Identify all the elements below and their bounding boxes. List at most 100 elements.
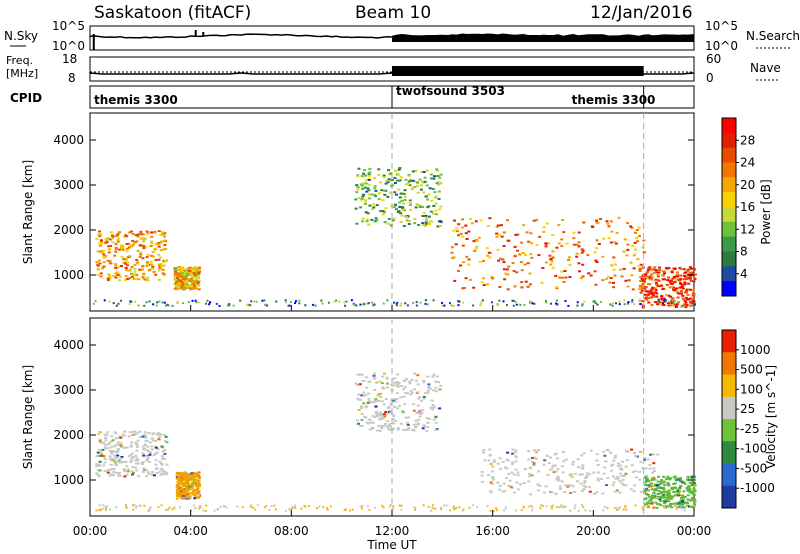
data-cell	[529, 466, 533, 469]
data-cell	[523, 304, 526, 306]
data-cell	[647, 480, 651, 483]
data-cell	[655, 295, 659, 298]
data-cell	[143, 433, 147, 436]
data-cell	[136, 459, 140, 462]
x-tick-label: 04:00	[173, 524, 208, 538]
data-cell	[563, 491, 567, 493]
data-cell	[601, 279, 605, 282]
data-cell	[196, 277, 200, 280]
data-cell	[605, 484, 609, 487]
data-cell	[118, 276, 122, 278]
y-tick-label: 4000	[53, 133, 84, 147]
data-cell	[420, 399, 424, 402]
data-cell	[355, 191, 359, 194]
data-cell	[99, 243, 103, 246]
data-cell	[187, 269, 191, 272]
data-cell	[134, 274, 138, 277]
data-cell	[118, 248, 121, 251]
data-cell	[577, 509, 580, 512]
data-cell	[618, 507, 620, 510]
data-cell	[429, 210, 433, 213]
data-cell	[499, 467, 502, 470]
data-cell	[179, 269, 183, 272]
data-cell	[443, 304, 446, 307]
data-cell	[557, 224, 561, 226]
data-cell	[159, 234, 163, 237]
data-cell	[421, 215, 425, 217]
data-cell	[188, 484, 192, 487]
data-cell	[630, 226, 634, 229]
data-cell	[516, 233, 520, 236]
data-cell	[160, 233, 164, 236]
data-cell	[188, 271, 192, 274]
data-cell	[658, 266, 661, 269]
data-cell	[99, 272, 103, 275]
data-cell	[648, 499, 652, 502]
data-cell	[588, 473, 591, 476]
data-cell	[160, 504, 163, 507]
data-cell	[189, 474, 193, 477]
data-cell	[505, 268, 509, 271]
data-cell	[684, 306, 688, 309]
data-cell	[117, 302, 120, 305]
data-cell	[335, 299, 338, 302]
data-cell	[95, 463, 99, 466]
data-cell	[383, 193, 387, 196]
data-cell	[361, 217, 365, 220]
colorbar-tick-label: 8	[740, 245, 748, 259]
data-cell	[389, 191, 393, 194]
data-cell	[321, 302, 324, 305]
data-cell	[127, 435, 131, 438]
data-cell	[503, 490, 507, 492]
data-cell	[115, 471, 118, 474]
data-cell	[491, 477, 495, 480]
data-cell	[661, 302, 664, 305]
data-cell	[635, 476, 638, 479]
data-cell	[677, 490, 681, 493]
data-cell	[683, 482, 687, 485]
data-cell	[656, 453, 660, 456]
data-cell	[114, 266, 118, 269]
data-cell	[173, 267, 177, 270]
data-cell	[647, 506, 650, 509]
data-cell	[118, 435, 122, 438]
data-cell	[438, 208, 442, 211]
data-cell	[414, 419, 418, 422]
data-cell	[595, 491, 599, 494]
data-cell	[483, 459, 487, 462]
data-cell	[358, 383, 362, 386]
data-cell	[432, 299, 435, 302]
data-cell	[643, 490, 647, 493]
data-cell	[163, 233, 167, 236]
data-cell	[693, 489, 697, 492]
data-cell	[528, 272, 532, 275]
data-cell	[375, 204, 379, 207]
data-cell	[161, 450, 165, 453]
data-cell	[402, 193, 406, 195]
data-cell	[408, 203, 412, 206]
data-cell	[116, 441, 120, 444]
data-cell	[461, 509, 464, 512]
data-cell	[647, 496, 651, 499]
data-cell	[439, 384, 443, 387]
data-cell	[644, 484, 648, 487]
data-cell	[504, 466, 507, 469]
data-cell	[146, 276, 150, 279]
data-cell	[639, 303, 642, 306]
data-cell	[417, 418, 421, 421]
data-cell	[135, 506, 138, 509]
data-cell	[176, 274, 180, 277]
data-cell	[154, 463, 158, 466]
data-cell	[397, 179, 401, 182]
data-cell	[179, 495, 183, 498]
data-cell	[562, 231, 566, 234]
data-cell	[436, 225, 440, 228]
data-cell	[498, 286, 502, 288]
data-cell	[142, 233, 146, 236]
data-cell	[647, 489, 650, 492]
data-cell	[537, 470, 540, 473]
data-cell	[666, 482, 670, 485]
data-cell	[420, 412, 424, 415]
data-cell	[461, 244, 465, 247]
data-cell	[663, 480, 667, 483]
